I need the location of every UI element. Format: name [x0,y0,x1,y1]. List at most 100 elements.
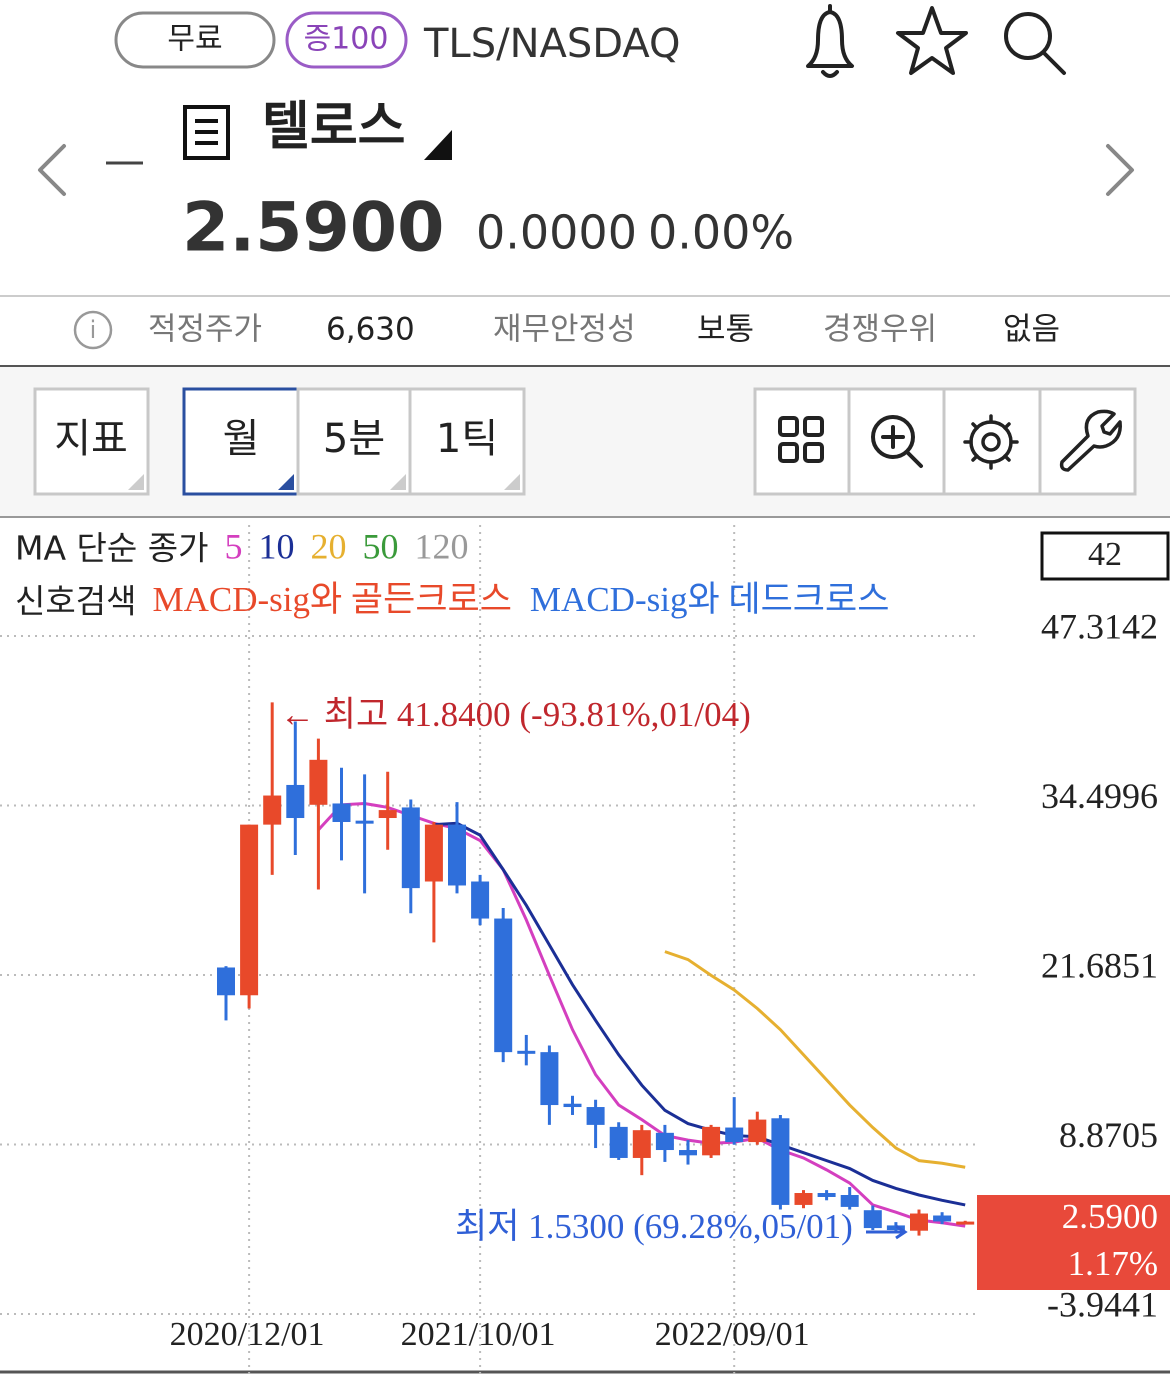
candle-body [840,1195,859,1207]
last-price: 2.5900 [1062,1197,1158,1236]
stock-name[interactable]: 텔로스 [262,97,406,157]
layout-button[interactable] [753,387,851,496]
candle-body [471,881,490,919]
signal-entry: MACD-sig와 데드크로스 [530,580,889,619]
period-button[interactable] [182,387,300,496]
candle-body [332,803,351,822]
indicator-button[interactable] [33,387,150,496]
ma-line [317,801,966,1228]
signal-title: 신호검색 [15,582,136,621]
candle-body [817,1193,836,1197]
x-tick-label: 2020/12/01 [170,1316,325,1353]
grid-icon [778,416,824,463]
next-arrow[interactable] [1106,144,1134,196]
button-label: 월 [223,416,260,462]
candle-body [494,918,513,1053]
info-label: 경쟁우위 [823,312,937,348]
candle-body [309,759,328,805]
candle-body [863,1210,882,1229]
legend-entry: 120 [414,526,468,566]
candle-body [886,1225,905,1231]
candle-body [355,820,374,824]
candle-body [517,1050,536,1054]
doc-icon[interactable] [183,105,230,160]
candle-body [286,784,305,819]
cursor-label: 42 [1088,536,1122,573]
y-tick-label: 8.8705 [1059,1115,1158,1155]
candle-body [702,1126,721,1156]
badge-free[interactable] [114,11,276,69]
candle-body [632,1130,651,1158]
corner-mark [278,474,294,490]
badge-text: 증100 [304,22,389,57]
info-i: i [90,316,97,344]
badge-margin[interactable] [285,11,408,69]
candle-body [240,824,259,996]
info-icon[interactable] [73,310,113,350]
candle-body [679,1150,697,1156]
change: 0.0000 [476,206,637,260]
candle-body [540,1052,559,1106]
prev-arrow[interactable] [38,144,66,196]
name-dropdown[interactable] [424,130,452,160]
candle-body [725,1127,744,1143]
last-price-box [977,1195,1170,1290]
info-label: 재무안정성 [493,312,636,348]
legend-entry: 50 [362,526,398,566]
candle-body [263,795,282,825]
info-label: 적정주가 [148,312,262,348]
y-tick-label: 47.3142 [1041,606,1158,646]
info-value: 6,630 [326,312,415,348]
legend-entry: 20 [310,526,346,566]
candle-body [424,824,443,882]
tools-button[interactable] [1038,387,1137,496]
signal-entry: MACD-sig와 골든크로스 [152,580,511,619]
chart: 47.3142 34.4996 21.6851 8.8705 -3.9441 2020/1… [0,525,1170,1377]
y-tick-label: 21.6851 [1041,945,1158,985]
ma-line [664,950,966,1169]
button-label: 1틱 [436,416,498,462]
button-label: 지표 [54,416,128,462]
candle-body [448,824,466,886]
candle-body [794,1193,813,1205]
x-tick-label: 2021/10/01 [401,1316,556,1353]
legend-title: MA 단순 종가 [15,529,208,568]
max-annotation: ← 최고 41.8400 (-93.81%,01/04) [280,695,751,734]
candle-body [748,1119,767,1143]
ma-line [433,821,966,1207]
last-change: 1.17% [1068,1244,1158,1283]
candle-body [378,810,397,819]
search-icon[interactable] [1004,12,1066,75]
candle-body [655,1132,674,1151]
candle-body [586,1107,605,1125]
button-label: 5분 [323,416,385,462]
candle-body [563,1103,582,1108]
bell-icon[interactable] [806,4,854,78]
ticker: TLS/NASDAQ [423,21,681,67]
settings-button[interactable] [942,387,1042,496]
candle-body [933,1215,952,1222]
y-tick-label: 34.4996 [1041,776,1158,816]
legend-entry: 5 [224,526,242,566]
candle-body [771,1118,790,1205]
change-pct: 0.00% [648,206,794,260]
candle-body [910,1213,928,1231]
gear-icon [963,414,1019,470]
x-tick-label: 2022/09/01 [655,1316,810,1353]
zoom-icon [871,415,923,468]
min-arrow [866,1224,908,1240]
candle-body [217,967,235,996]
period-button[interactable] [408,387,526,496]
candle-body [401,807,420,889]
candle-body [956,1221,975,1225]
badge-text: 무료 [167,22,222,57]
min-annotation: 최저 1.5300 (69.28%,05/01) [455,1207,853,1246]
price: 2.5900 [182,189,444,268]
wrench-icon [1059,409,1122,472]
cursor-box [1040,531,1170,581]
legend-entry: 10 [258,526,294,566]
star-icon[interactable] [896,6,968,75]
zoom-button[interactable] [847,387,946,496]
y-tick-label: -3.9441 [1047,1284,1158,1324]
